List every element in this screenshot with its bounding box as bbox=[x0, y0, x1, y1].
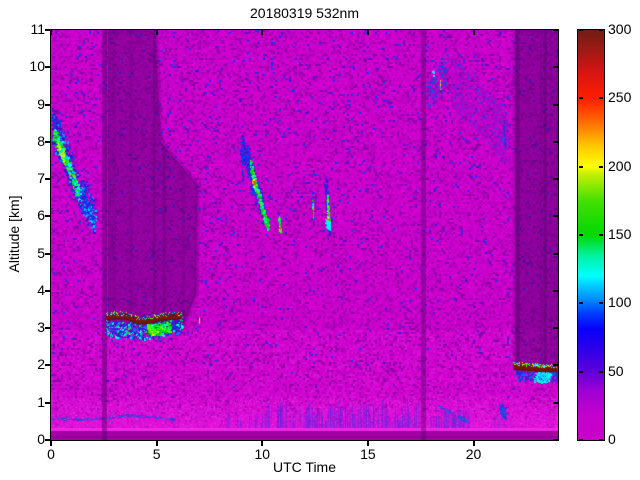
y-tick-mark bbox=[45, 29, 50, 31]
y-tick-label: 4 bbox=[37, 281, 45, 298]
plot-area bbox=[50, 29, 559, 441]
y-tick-mark-right bbox=[553, 289, 558, 292]
y-tick-mark-right bbox=[553, 140, 558, 143]
x-tick-label: 10 bbox=[254, 446, 271, 462]
y-tick-mark bbox=[45, 103, 50, 106]
x-tick-mark bbox=[50, 441, 52, 446]
x-tick-mark-top bbox=[155, 30, 158, 35]
colorbar-tick-left bbox=[579, 234, 583, 236]
y-tick-label: 10 bbox=[29, 58, 45, 75]
y-tick-mark bbox=[45, 178, 50, 181]
y-tick-mark bbox=[45, 327, 50, 330]
colorbar-tick-label: 300 bbox=[608, 21, 632, 37]
y-tick-label: 7 bbox=[37, 170, 45, 187]
colorbar-tick-label: 250 bbox=[608, 89, 632, 106]
y-tick-label: 3 bbox=[37, 319, 45, 336]
y-tick-mark-right bbox=[553, 215, 558, 218]
colorbar-tick-label: 0 bbox=[608, 431, 616, 447]
y-tick-label: 6 bbox=[37, 207, 45, 224]
y-tick-mark bbox=[45, 140, 50, 143]
colorbar-tick-label: 200 bbox=[608, 157, 632, 174]
x-tick-mark bbox=[261, 441, 264, 446]
x-tick-mark-top bbox=[366, 30, 369, 35]
x-axis-label: UTC Time bbox=[273, 459, 336, 475]
heatmap-canvas bbox=[51, 30, 558, 440]
y-tick-label: 1 bbox=[37, 393, 45, 410]
y-tick-mark-right bbox=[553, 178, 558, 181]
colorbar-tick-right bbox=[599, 29, 603, 31]
y-tick-mark bbox=[45, 439, 50, 441]
y-tick-mark bbox=[45, 401, 50, 404]
y-tick-label: 8 bbox=[37, 132, 45, 149]
colorbar-tick-left bbox=[579, 370, 583, 373]
y-tick-mark-right bbox=[553, 252, 558, 255]
colorbar-tick-label: 150 bbox=[608, 226, 632, 242]
y-tick-mark bbox=[45, 215, 50, 218]
y-tick-mark-right bbox=[553, 66, 558, 69]
y-tick-mark-right bbox=[553, 439, 558, 441]
chart-title: 20180319 532nm bbox=[250, 5, 359, 21]
x-tick-label: 15 bbox=[360, 446, 376, 462]
y-tick-label: 2 bbox=[37, 356, 45, 373]
colorbar-tick-left bbox=[579, 439, 583, 441]
y-tick-label: 0 bbox=[37, 431, 45, 447]
y-tick-mark bbox=[45, 289, 50, 292]
y-tick-mark-right bbox=[553, 29, 558, 31]
y-tick-mark-right bbox=[553, 364, 558, 367]
colorbar-tick-right bbox=[599, 302, 603, 305]
colorbar-tick-right bbox=[599, 234, 603, 236]
x-tick-mark bbox=[155, 441, 158, 446]
x-tick-label: 0 bbox=[47, 446, 55, 462]
colorbar-tick-label: 50 bbox=[608, 362, 624, 379]
colorbar-tick-left bbox=[579, 302, 583, 305]
colorbar-tick-left bbox=[579, 165, 583, 168]
colorbar-tick-left bbox=[579, 29, 583, 31]
colorbar-tick-label: 100 bbox=[608, 294, 632, 311]
colorbar-tick-right bbox=[599, 165, 603, 168]
y-tick-mark bbox=[45, 252, 50, 255]
x-tick-mark-top bbox=[472, 30, 475, 35]
y-tick-label: 9 bbox=[37, 95, 45, 112]
y-tick-mark bbox=[45, 364, 50, 367]
y-tick-mark-right bbox=[553, 103, 558, 106]
colorbar-tick-right bbox=[599, 439, 603, 441]
y-tick-label: 5 bbox=[37, 244, 45, 261]
x-tick-label: 5 bbox=[152, 446, 161, 462]
y-tick-mark bbox=[45, 66, 50, 69]
x-tick-mark-top bbox=[50, 30, 52, 35]
y-tick-label: 11 bbox=[30, 21, 45, 37]
y-tick-mark-right bbox=[553, 401, 558, 404]
colorbar-tick-right bbox=[599, 370, 603, 373]
colorbar-tick-left bbox=[579, 97, 583, 100]
x-tick-mark bbox=[472, 441, 475, 446]
x-tick-mark-top bbox=[261, 30, 264, 35]
colorbar-tick-right bbox=[599, 97, 603, 100]
y-tick-mark-right bbox=[553, 327, 558, 330]
x-tick-mark bbox=[366, 441, 369, 446]
x-tick-label: 20 bbox=[465, 446, 482, 462]
